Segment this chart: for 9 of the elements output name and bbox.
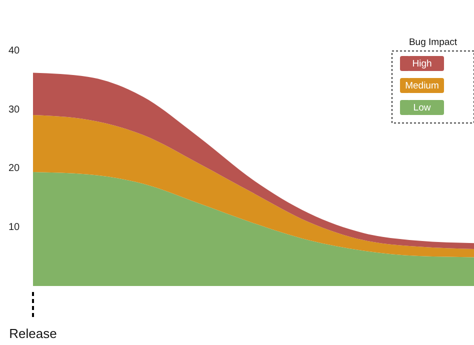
y-tick-label: 40 [8, 46, 20, 56]
legend-title: Bug Impact [408, 37, 458, 48]
y-tick-label: 10 [8, 222, 20, 233]
text: Release [9, 326, 57, 341]
y-tick-label: 20 [8, 163, 20, 174]
legend-label: High [412, 58, 432, 70]
legend-label: Low [413, 102, 431, 114]
text: Medium [405, 80, 439, 92]
y-tick-label: 30 [8, 104, 20, 116]
